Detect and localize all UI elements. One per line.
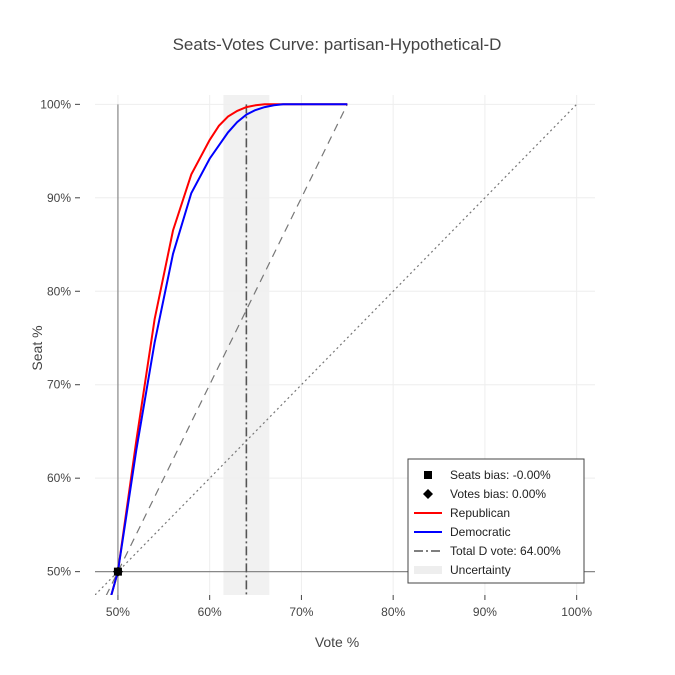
series-line-democratic	[110, 103, 348, 595]
y-tick-label: 70%	[47, 378, 71, 392]
legend-label: Votes bias: 0.00%	[450, 487, 546, 501]
x-tick-label: 90%	[473, 605, 497, 619]
votes-bias-marker	[112, 566, 123, 577]
y-tick-label: 100%	[40, 97, 71, 111]
legend-label: Seats bias: -0.00%	[450, 468, 551, 482]
legend-item: Republican	[414, 506, 510, 520]
legend-label: Democratic	[450, 525, 511, 539]
y-tick-label: 50%	[47, 565, 71, 579]
legend-label: Total D vote: 64.00%	[450, 544, 561, 558]
legend-label: Republican	[450, 506, 510, 520]
chart-title: Seats-Votes Curve: partisan-Hypothetical…	[173, 35, 502, 54]
legend-item: Democratic	[414, 525, 511, 539]
plot-area: 50% 60% 70% 80% 90% 100% 50% 60% 70% 80% 90% 100%	[40, 95, 595, 619]
x-tick-label: 80%	[381, 605, 405, 619]
y-tick-label: 90%	[47, 191, 71, 205]
y-axis-title: Seat %	[29, 325, 45, 370]
x-tick-label: 50%	[106, 605, 130, 619]
x-axis-title: Vote %	[315, 634, 359, 650]
legend-item: Votes bias: 0.00%	[423, 487, 546, 501]
x-tick-label: 70%	[289, 605, 313, 619]
legend-diamond-symbol	[423, 489, 433, 499]
y-tick-label: 60%	[47, 471, 71, 485]
legend-box	[407, 458, 585, 584]
y-tick-label: 80%	[47, 284, 71, 298]
legend-label: Uncertainty	[450, 563, 511, 577]
legend-square-symbol	[424, 471, 432, 479]
legend-uncertainty-swatch	[414, 566, 442, 574]
legend: Seats bias: -0.00% Votes bias: 0.00% Repub…	[407, 458, 585, 584]
legend-item: Total D vote: 64.00%	[414, 544, 561, 558]
legend-item: Uncertainty	[414, 563, 511, 577]
plot-clip-group	[95, 95, 595, 595]
dashed-reference-line	[105, 104, 348, 595]
x-tick-label: 100%	[561, 605, 592, 619]
x-tick-label: 60%	[198, 605, 222, 619]
legend-item: Seats bias: -0.00%	[424, 468, 551, 482]
